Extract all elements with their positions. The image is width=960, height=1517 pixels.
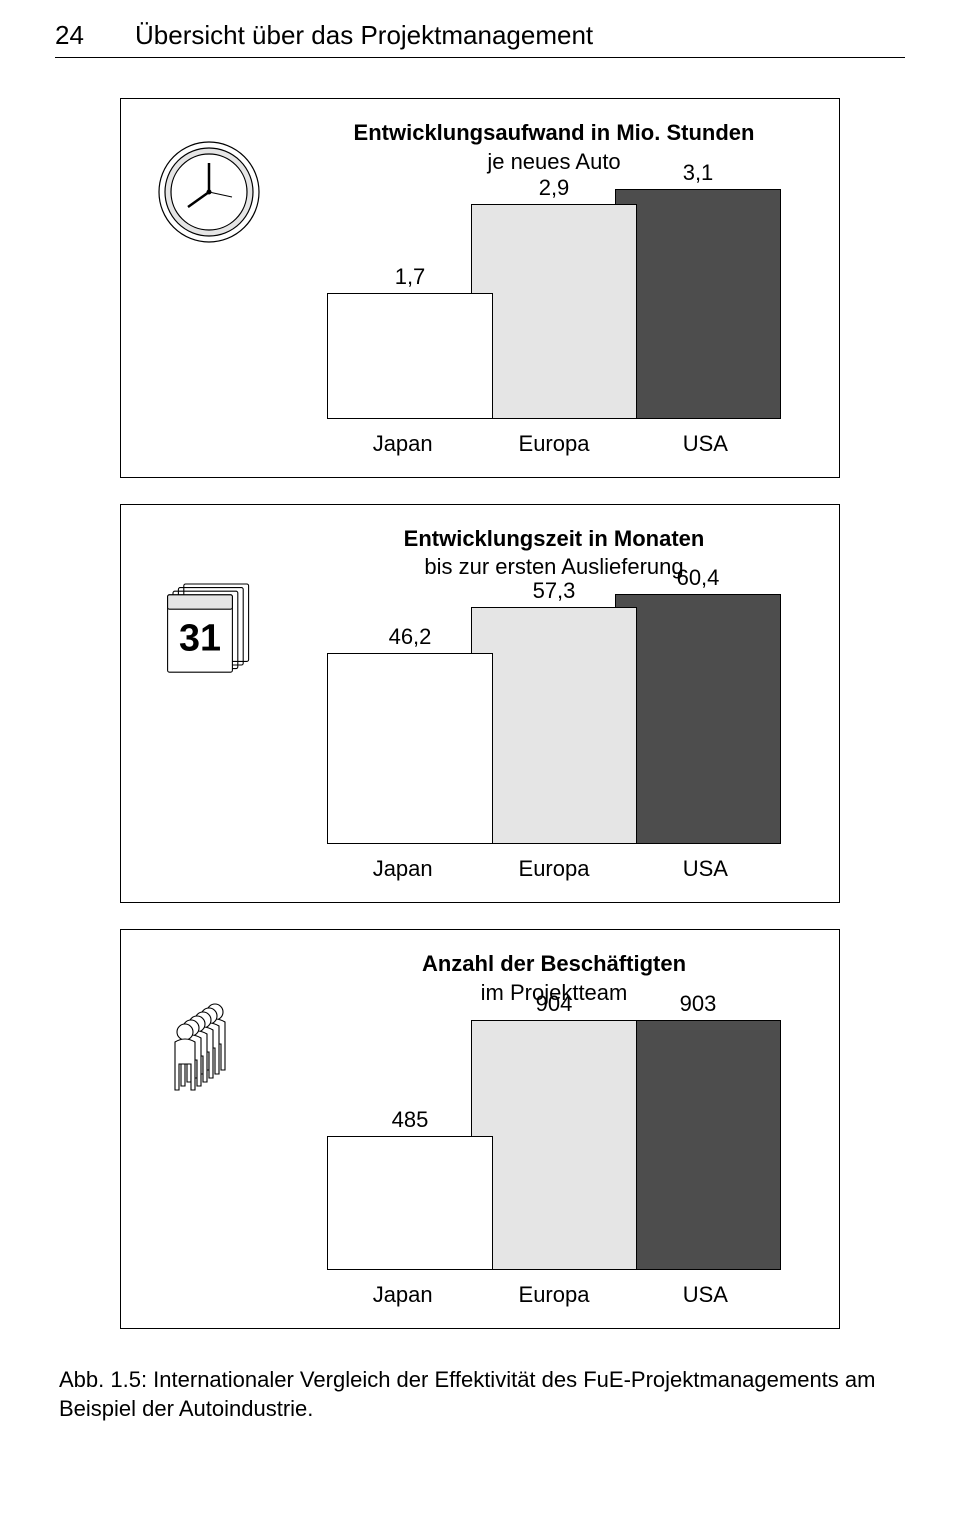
clock-icon bbox=[149, 119, 269, 247]
bar-europa: 904 bbox=[471, 1020, 637, 1270]
panel-beschaeftigte: Anzahl der Beschäftigten im Projektteam … bbox=[120, 929, 840, 1329]
calendar-icon: 31 bbox=[149, 525, 269, 674]
axis-label: Europa bbox=[478, 856, 629, 882]
panel2-title: Entwicklungszeit in Monaten bbox=[404, 525, 705, 553]
calendar-number: 31 bbox=[179, 617, 221, 659]
bar-label: 57,3 bbox=[472, 578, 636, 604]
people-icon bbox=[149, 950, 269, 1130]
axis-label: USA bbox=[630, 856, 781, 882]
bar-japan: 1,7 bbox=[327, 293, 493, 419]
bar-label: 1,7 bbox=[328, 264, 492, 290]
panel1-chart: 1,72,93,1 bbox=[327, 189, 781, 419]
bar-japan: 46,2 bbox=[327, 653, 493, 844]
axis-label: Japan bbox=[327, 856, 478, 882]
bar-label: 46,2 bbox=[328, 624, 492, 650]
panel-entwicklungsaufwand: Entwicklungsaufwand in Mio. Stunden je n… bbox=[120, 98, 840, 478]
panel1-subtitle: je neues Auto bbox=[487, 149, 620, 175]
axis-label: USA bbox=[630, 1282, 781, 1308]
bar-europa: 2,9 bbox=[471, 204, 637, 419]
figure-caption: Abb. 1.5: Internationaler Vergleich der … bbox=[55, 1365, 905, 1424]
panel3-title: Anzahl der Beschäftigten bbox=[422, 950, 686, 978]
panel2-chart: 46,257,360,4 bbox=[327, 594, 781, 844]
axis-label: Europa bbox=[478, 431, 629, 457]
bar-label: 904 bbox=[472, 991, 636, 1017]
bar-europa: 57,3 bbox=[471, 607, 637, 844]
axis-label: Japan bbox=[327, 1282, 478, 1308]
page-header: 24 Übersicht über das Projektmanagement bbox=[55, 20, 905, 58]
panel2-axis: JapanEuropaUSA bbox=[327, 856, 781, 882]
panel-entwicklungszeit: 31 Entwicklungszeit in Monaten bis zur e… bbox=[120, 504, 840, 904]
page-title: Übersicht über das Projektmanagement bbox=[135, 20, 593, 51]
bar-label: 2,9 bbox=[472, 175, 636, 201]
bar-label: 3,1 bbox=[616, 160, 780, 186]
page-number: 24 bbox=[55, 20, 135, 51]
panel3-axis: JapanEuropaUSA bbox=[327, 1282, 781, 1308]
bar-japan: 485 bbox=[327, 1136, 493, 1270]
panel3-chart: 485904903 bbox=[327, 1020, 781, 1270]
bar-usa: 60,4 bbox=[615, 594, 781, 844]
axis-label: Europa bbox=[478, 1282, 629, 1308]
axis-label: USA bbox=[630, 431, 781, 457]
bar-label: 903 bbox=[616, 991, 780, 1017]
bar-usa: 903 bbox=[615, 1020, 781, 1270]
bar-label: 485 bbox=[328, 1107, 492, 1133]
bar-label: 60,4 bbox=[616, 565, 780, 591]
panel1-axis: JapanEuropaUSA bbox=[327, 431, 781, 457]
panel1-title: Entwicklungsaufwand in Mio. Stunden bbox=[354, 119, 755, 147]
axis-label: Japan bbox=[327, 431, 478, 457]
bar-usa: 3,1 bbox=[615, 189, 781, 419]
